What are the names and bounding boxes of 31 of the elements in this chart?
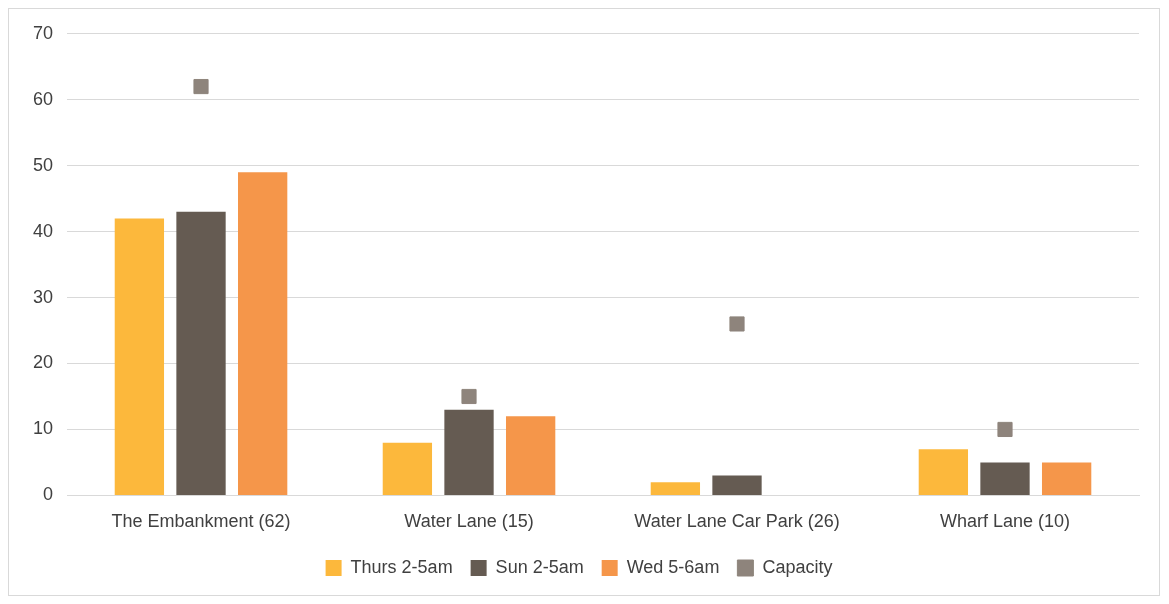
legend-label: Sun 2-5am — [495, 556, 584, 577]
y-tick-label: 70 — [32, 22, 54, 43]
legend-label: Thurs 2-5am — [350, 556, 453, 577]
bar — [444, 409, 494, 495]
bar — [918, 449, 969, 495]
point — [193, 78, 209, 95]
bar — [176, 211, 226, 495]
legend-label: Wed 5-6am — [626, 556, 720, 577]
bar — [238, 172, 288, 495]
x-tick-label: Wharf Lane (10) — [939, 511, 1071, 532]
point — [461, 388, 477, 405]
y-tick-label: 0 — [43, 484, 54, 505]
bar — [506, 416, 556, 495]
y-tick-label: 10 — [32, 418, 54, 439]
x-tick-label: The Embankment (62) — [111, 511, 291, 532]
x-tick-label: Water Lane (15) — [404, 511, 534, 532]
bar — [712, 475, 762, 495]
y-tick-label: 40 — [32, 220, 54, 241]
y-tick-label: 50 — [32, 154, 54, 175]
y-tick-label: 30 — [32, 286, 54, 307]
bar — [382, 442, 433, 495]
y-tick-label: 20 — [32, 352, 54, 373]
legend-label: Capacity — [762, 556, 833, 577]
bar — [1041, 462, 1092, 495]
bar — [980, 462, 1030, 495]
point — [997, 421, 1013, 438]
bar — [650, 482, 701, 495]
x-tick-label: Water Lane Car Park (26) — [634, 511, 840, 532]
y-tick-label: 60 — [32, 88, 54, 109]
bar — [114, 218, 165, 495]
point — [729, 316, 745, 332]
